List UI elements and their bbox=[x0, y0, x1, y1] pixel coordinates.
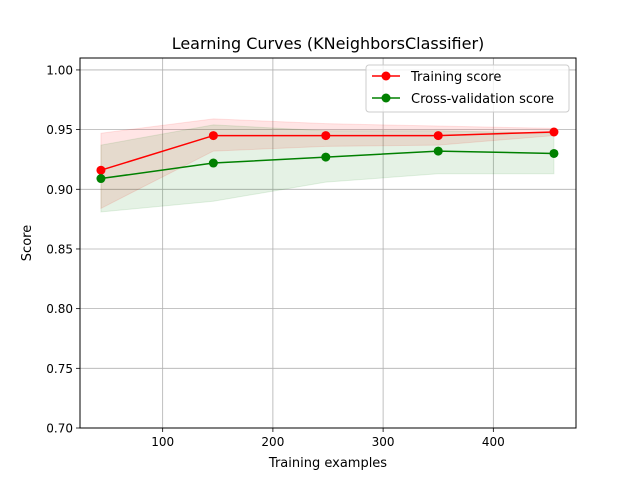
y-tick-label: 0.70 bbox=[46, 422, 73, 436]
y-tick-label: 1.00 bbox=[46, 63, 73, 77]
confidence-band-1 bbox=[100, 124, 555, 213]
chart-title: Learning Curves (KNeighborsClassifier) bbox=[172, 34, 485, 53]
y-tick-label: 0.75 bbox=[46, 362, 73, 376]
x-tick-label: 400 bbox=[482, 435, 505, 449]
legend: Training score Cross-validation score bbox=[365, 64, 570, 113]
series-points bbox=[96, 127, 559, 184]
y-tick-label: 0.90 bbox=[46, 183, 73, 197]
x-tick-label: 200 bbox=[261, 435, 284, 449]
legend-cv-marker bbox=[381, 93, 391, 103]
y-tick-label: 0.85 bbox=[46, 242, 73, 256]
legend-training-marker bbox=[381, 71, 391, 81]
data-point bbox=[433, 131, 443, 141]
x-tick-label: 300 bbox=[372, 435, 395, 449]
confidence-bands bbox=[100, 118, 555, 213]
data-point bbox=[433, 146, 443, 156]
data-point bbox=[208, 158, 218, 168]
data-point bbox=[96, 165, 106, 175]
axis-ticks: 100 200 300 400 0.70 0.75 0.80 0.85 0.90 0.95 1.00 bbox=[46, 63, 505, 449]
x-axis-label: Training examples bbox=[268, 456, 387, 471]
legend-cv-label: Cross-validation score bbox=[411, 92, 554, 107]
data-point bbox=[208, 131, 218, 141]
y-tick-label: 0.95 bbox=[46, 123, 73, 137]
legend-training-label: Training score bbox=[410, 70, 501, 85]
data-point bbox=[321, 152, 331, 162]
data-point bbox=[549, 127, 559, 137]
data-point bbox=[549, 148, 559, 158]
y-axis-label: Score bbox=[20, 225, 35, 261]
y-tick-label: 0.80 bbox=[46, 302, 73, 316]
data-point bbox=[96, 174, 106, 184]
x-tick-label: 100 bbox=[151, 435, 174, 449]
legend-box bbox=[365, 64, 570, 113]
data-point bbox=[321, 131, 331, 141]
plot-area-frame bbox=[79, 57, 577, 429]
